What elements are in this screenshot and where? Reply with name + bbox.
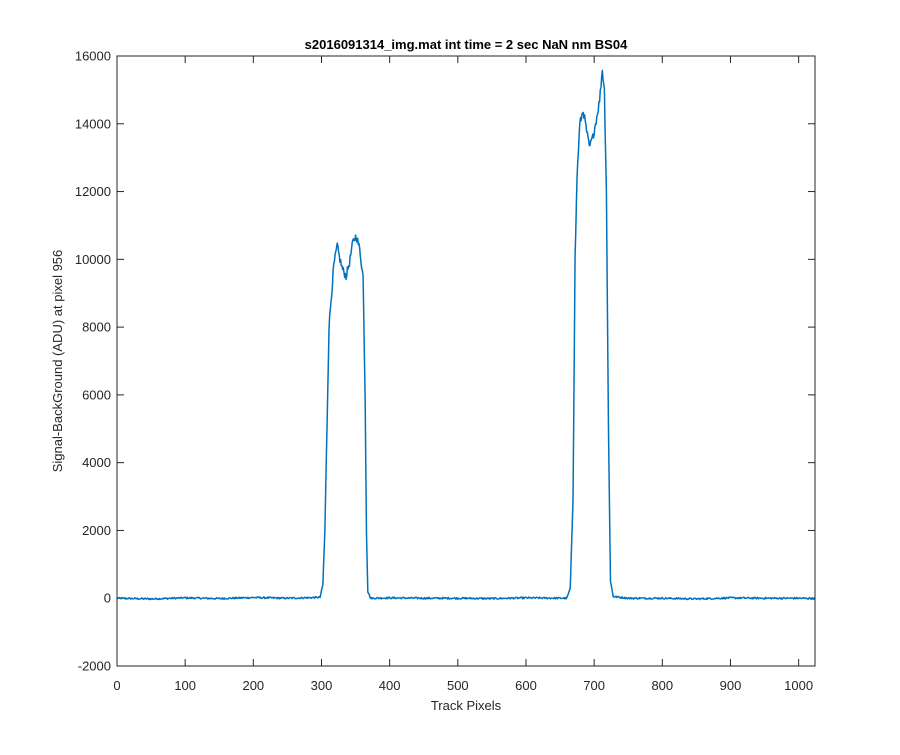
x-axis-title: Track Pixels [431,698,502,713]
y-tick-label: 6000 [82,387,111,402]
x-tick-label: 700 [583,678,605,693]
x-tick-label: 1000 [784,678,813,693]
x-tick-label: 800 [651,678,673,693]
x-tick-label: 500 [447,678,469,693]
x-tick-label: 0 [113,678,120,693]
y-tick-label: -2000 [78,659,111,674]
x-tick-label: 100 [174,678,196,693]
y-tick-label: 14000 [75,116,111,131]
y-tick-label: 10000 [75,252,111,267]
plot-area [117,56,815,666]
x-tick-label: 900 [720,678,742,693]
y-tick-label: 2000 [82,523,111,538]
series-line [116,69,816,601]
y-tick-label: 8000 [82,320,111,335]
y-tick-label: 16000 [75,49,111,64]
chart-title: s2016091314_img.mat int time = 2 sec NaN… [305,37,628,52]
y-axis-title: Signal-BackGround (ADU) at pixel 956 [50,250,65,473]
x-tick-label: 200 [242,678,264,693]
plot-frame [116,55,816,667]
y-tick-label: 12000 [75,184,111,199]
data-layer [116,69,816,601]
y-tick-label: 0 [104,591,111,606]
y-tick-label: 4000 [82,455,111,470]
x-tick-label: 300 [311,678,333,693]
x-tick-label: 600 [515,678,537,693]
tick-labels: 0 100 200 300 400 500 600 700 800 900 1000-2000020… [75,49,813,694]
x-tick-label: 400 [379,678,401,693]
